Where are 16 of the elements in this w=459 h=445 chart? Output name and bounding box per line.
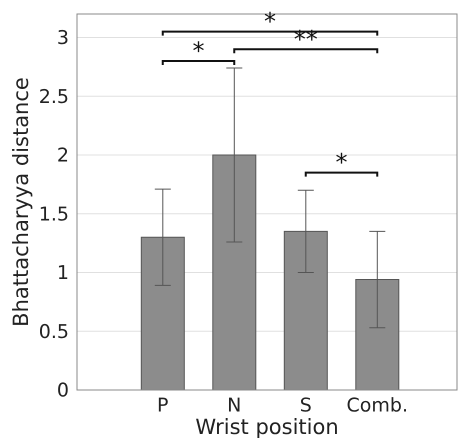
annotation: *	[336, 148, 348, 177]
x-tick-label: Comb.	[346, 394, 408, 416]
y-tick-label: 0.5	[38, 320, 69, 343]
y-tick-label: 3	[56, 27, 69, 50]
y-tick-label: 1	[56, 262, 69, 284]
x-axis-title: Wrist position	[195, 415, 339, 439]
y-axis-title: Bhattacharyya distance	[9, 77, 33, 327]
x-tick-label: P	[157, 394, 168, 416]
annotation: *	[264, 8, 276, 36]
annotation: *	[192, 37, 204, 65]
y-tick-label: 1.5	[38, 203, 69, 226]
y-tick-label: 2	[56, 144, 69, 167]
y-tick-label: 0	[56, 380, 69, 402]
x-tick-label: S	[300, 394, 312, 416]
y-tick-label: 2.5	[38, 86, 69, 108]
x-tick-label: N	[227, 394, 242, 416]
